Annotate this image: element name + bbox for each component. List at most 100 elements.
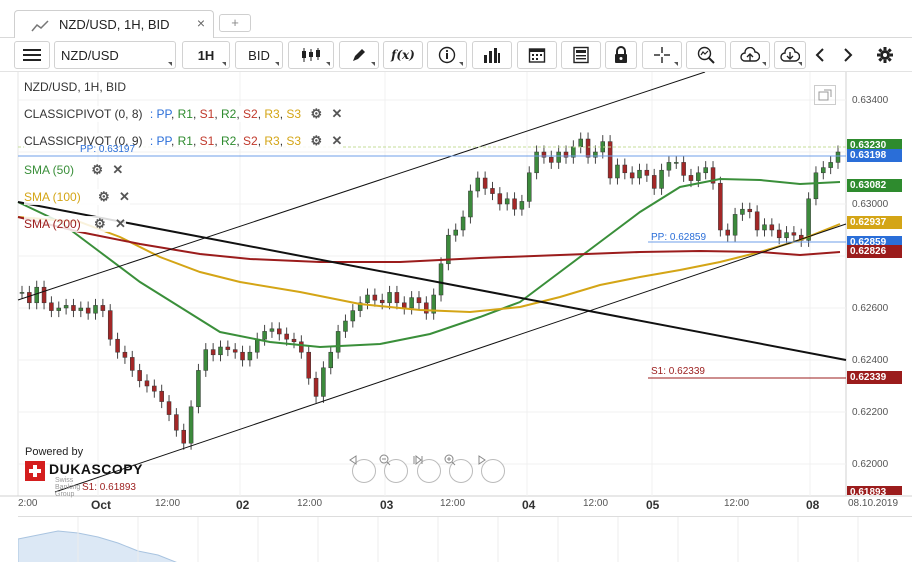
chevron-right-icon (844, 48, 853, 62)
scroll-left-button[interactable] (808, 41, 832, 69)
sma-100-line (17, 216, 841, 314)
period-select[interactable]: 1H (182, 41, 230, 69)
crosshair-button[interactable] (642, 41, 682, 69)
candle-body (431, 294, 436, 314)
dropdown-arrow-icon (762, 62, 766, 66)
settings-button[interactable] (870, 41, 900, 69)
crosshair-icon (654, 47, 670, 63)
indicator-remove-icon[interactable]: ✕ (112, 162, 124, 177)
candle-body (776, 229, 782, 239)
candle-body (416, 297, 422, 304)
navigator-canvas[interactable] (17, 517, 912, 562)
candle-body (372, 294, 378, 301)
instrument-select[interactable]: NZD/USD (54, 41, 176, 69)
candle-body (446, 234, 451, 265)
chart-type-button[interactable] (288, 41, 334, 69)
candle-body (262, 331, 267, 340)
time-label: 2:00 (18, 498, 38, 509)
candle-body (299, 341, 304, 353)
time-axis[interactable]: 2:00 Oct 12:00 02 12:00 03 12:00 04 12:0… (0, 498, 912, 516)
chart-nav-controls (349, 454, 510, 485)
candle-body (828, 162, 833, 168)
candle-body (563, 151, 569, 158)
side-select[interactable]: BID (235, 41, 283, 69)
scroll-right-button[interactable] (836, 41, 860, 69)
zoom-button[interactable] (686, 41, 726, 69)
time-label: 05 (646, 498, 660, 512)
powered-by[interactable]: Powered by DUKASCOPY Swiss Banking Group (25, 446, 142, 498)
indicator-remove-icon[interactable]: ✕ (119, 189, 130, 204)
candle-body (607, 141, 613, 179)
indicator-legend-pivot-9[interactable]: CLASSICPIVOT (0, 9) : PP, R1, S1, R2, S2… (24, 133, 343, 149)
candle-body (122, 351, 128, 358)
chart-tab[interactable]: NZD/USD, 1H, BID × (14, 10, 214, 38)
time-label: Oct (91, 498, 112, 512)
candle-body (41, 286, 47, 304)
indicator-settings-icon[interactable]: ⚙ (91, 162, 104, 177)
chart-grid (18, 72, 846, 496)
download-button[interactable] (774, 41, 806, 69)
indicator-settings-icon[interactable]: ⚙ (310, 133, 323, 148)
indicator-settings-icon[interactable]: ⚙ (94, 216, 106, 231)
price-tag: 0.63082 (847, 179, 902, 192)
lock-button[interactable] (605, 41, 637, 69)
pivot-s1-label: S1: 0.61893 (82, 482, 136, 493)
menu-button[interactable] (14, 41, 50, 69)
candlestick-icon (302, 48, 320, 62)
draw-button[interactable] (339, 41, 379, 69)
info-icon (438, 46, 456, 64)
chart-navigator[interactable] (17, 516, 912, 562)
indicator-settings-icon[interactable]: ⚙ (98, 189, 110, 204)
indicator-settings-icon[interactable]: ⚙ (310, 106, 323, 121)
indicator-remove-icon[interactable]: ✕ (331, 106, 343, 121)
candle-body (159, 390, 164, 402)
candle-body (813, 172, 819, 200)
candle-body (424, 302, 429, 314)
candle-body (137, 370, 142, 382)
candle-body (218, 346, 223, 356)
tab-icon (31, 19, 49, 36)
scroll-forward-button[interactable] (478, 455, 506, 483)
price-chart[interactable]: NZD/USD, 1H, BID CLASSICPIVOT (0, 8) : P… (0, 72, 912, 516)
candle-body (247, 351, 253, 361)
calendar-button[interactable] (517, 41, 557, 69)
indicator-remove-icon[interactable]: ✕ (115, 216, 126, 231)
zoom-in-button[interactable] (444, 454, 474, 483)
candle-body (394, 292, 400, 304)
indicator-legend-pivot-8[interactable]: CLASSICPIVOT (0, 8) : PP, R1, S1, R2, S2… (24, 106, 343, 122)
template-button[interactable] (561, 41, 601, 69)
indicator-legend-sma-200[interactable]: SMA (200) ⚙ ✕ (24, 216, 126, 232)
candle-body (63, 305, 69, 309)
candle-body (365, 294, 370, 304)
indicator-legend-sma-100[interactable]: SMA (100) ⚙ ✕ (24, 189, 130, 205)
reset-view-button[interactable] (413, 454, 441, 483)
scroll-back-button[interactable] (349, 455, 376, 483)
candle-body (556, 151, 561, 163)
price-tag: 0.63230 (847, 139, 902, 152)
candle-body (34, 286, 39, 304)
candle-body (835, 151, 841, 163)
zoom-out-button[interactable] (379, 454, 409, 483)
candle-body (313, 377, 319, 397)
candle-body (688, 175, 694, 181)
time-label: 04 (522, 498, 536, 512)
candle-body (130, 357, 135, 371)
side-label: BID (248, 48, 270, 63)
candle-body (335, 331, 341, 353)
candle-body (19, 292, 25, 294)
candle-body (232, 349, 238, 353)
add-tab-button[interactable]: + (219, 14, 251, 32)
candle-body (497, 193, 503, 205)
indicator-remove-icon[interactable]: ✕ (331, 133, 343, 148)
maximize-button[interactable] (814, 85, 836, 105)
volume-button[interactable] (472, 41, 512, 69)
indicators-button[interactable]: f(x) (383, 41, 423, 69)
upload-button[interactable] (730, 41, 770, 69)
tab-close-icon[interactable]: × (196, 15, 205, 31)
dropdown-arrow-icon (168, 62, 172, 66)
time-label: 08 (806, 498, 820, 512)
chart-canvas[interactable] (0, 72, 912, 516)
info-button[interactable] (427, 41, 467, 69)
candle-body (769, 224, 775, 231)
indicator-legend-sma-50[interactable]: SMA (50) ⚙ ✕ (24, 162, 124, 178)
